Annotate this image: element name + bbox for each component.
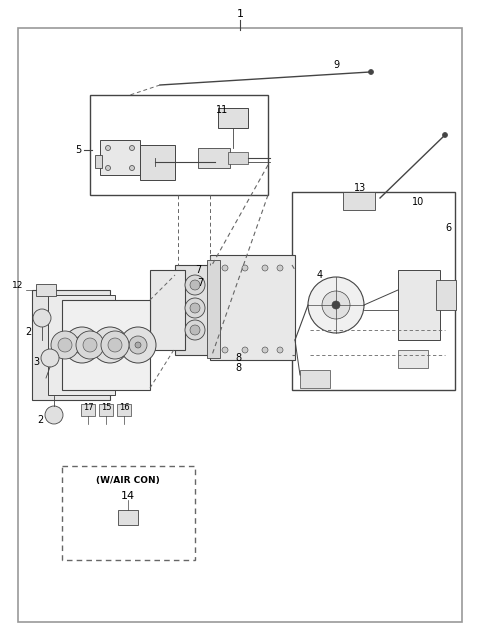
Text: 3: 3: [33, 357, 39, 367]
Circle shape: [242, 265, 248, 271]
Text: (W/AIR CON): (W/AIR CON): [96, 476, 160, 484]
Bar: [228, 152, 248, 164]
Bar: [90, 95, 268, 195]
Bar: [207, 260, 220, 358]
Circle shape: [101, 336, 119, 354]
Text: 2: 2: [25, 327, 31, 337]
Text: 9: 9: [333, 60, 339, 70]
Circle shape: [106, 166, 110, 170]
Circle shape: [242, 347, 248, 353]
Circle shape: [135, 342, 141, 348]
Bar: [81, 404, 95, 416]
Bar: [198, 148, 230, 168]
Text: 8: 8: [235, 353, 241, 363]
Circle shape: [83, 338, 97, 352]
Circle shape: [76, 331, 104, 359]
Circle shape: [277, 265, 283, 271]
Bar: [36, 284, 56, 296]
Circle shape: [190, 303, 200, 313]
Circle shape: [92, 327, 128, 363]
Circle shape: [45, 406, 63, 424]
Bar: [218, 108, 248, 128]
Circle shape: [130, 145, 134, 150]
Circle shape: [262, 265, 268, 271]
Text: 2: 2: [37, 415, 43, 425]
Bar: [32, 290, 110, 400]
Text: 7: 7: [197, 278, 203, 288]
Text: 10: 10: [412, 197, 424, 207]
Text: 17: 17: [83, 403, 93, 413]
Bar: [95, 155, 102, 168]
Circle shape: [73, 336, 91, 354]
Circle shape: [51, 331, 79, 359]
Bar: [210, 255, 295, 360]
Text: 14: 14: [121, 491, 135, 501]
Circle shape: [222, 265, 228, 271]
Circle shape: [277, 347, 283, 353]
Bar: [118, 510, 138, 525]
Bar: [300, 370, 330, 388]
Text: 13: 13: [354, 183, 366, 193]
Bar: [398, 270, 440, 340]
Circle shape: [107, 342, 113, 348]
Text: 8: 8: [235, 363, 241, 373]
Bar: [140, 145, 175, 180]
Bar: [100, 140, 140, 175]
Bar: [436, 280, 456, 310]
Bar: [150, 270, 185, 350]
Bar: [398, 350, 428, 368]
Circle shape: [41, 349, 59, 367]
Circle shape: [369, 70, 373, 74]
Bar: [62, 466, 195, 560]
Circle shape: [185, 320, 205, 340]
Bar: [175, 265, 215, 355]
Text: 16: 16: [119, 403, 129, 413]
Text: 15: 15: [101, 403, 111, 413]
Bar: [117, 404, 131, 416]
Circle shape: [33, 309, 51, 327]
Circle shape: [101, 331, 129, 359]
Text: 11: 11: [216, 105, 228, 115]
Circle shape: [129, 336, 147, 354]
Bar: [99, 404, 113, 416]
Circle shape: [79, 342, 85, 348]
Circle shape: [322, 291, 350, 319]
Circle shape: [308, 277, 364, 333]
Circle shape: [190, 325, 200, 335]
Circle shape: [185, 298, 205, 318]
Circle shape: [222, 347, 228, 353]
Text: 5: 5: [75, 145, 81, 155]
Circle shape: [262, 347, 268, 353]
Circle shape: [443, 132, 447, 138]
Bar: [62, 300, 150, 390]
Text: 7: 7: [195, 265, 201, 275]
Text: 12: 12: [12, 280, 24, 289]
Text: 6: 6: [445, 223, 451, 233]
Circle shape: [185, 275, 205, 295]
Circle shape: [130, 166, 134, 170]
Circle shape: [120, 327, 156, 363]
Bar: [48, 295, 115, 395]
Circle shape: [108, 338, 122, 352]
Text: 4: 4: [317, 270, 323, 280]
Circle shape: [64, 327, 100, 363]
Text: 1: 1: [237, 9, 243, 19]
Bar: [292, 192, 455, 390]
Circle shape: [106, 145, 110, 150]
Circle shape: [190, 280, 200, 290]
Circle shape: [58, 338, 72, 352]
Circle shape: [332, 301, 340, 309]
Bar: [343, 192, 375, 210]
